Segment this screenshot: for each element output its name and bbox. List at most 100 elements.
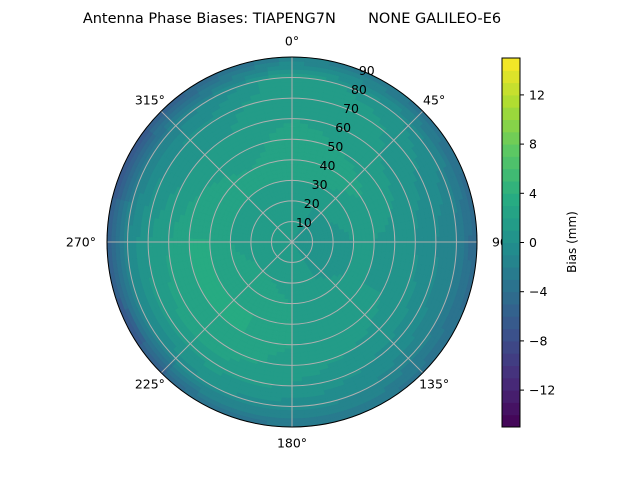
colorbar-level	[502, 304, 520, 317]
heat-cell	[284, 127, 292, 131]
heat-cell	[284, 357, 292, 361]
colorbar-level	[502, 181, 520, 194]
heat-cell	[292, 414, 304, 419]
heat-cell	[292, 143, 299, 147]
heat-cell	[292, 147, 299, 151]
theta-tick-label: 135°	[419, 377, 449, 392]
heat-cell	[357, 244, 361, 249]
heat-cell	[285, 143, 292, 147]
colorbar-level	[502, 132, 520, 145]
heat-cell	[287, 316, 292, 320]
heat-cell	[292, 164, 297, 168]
colorbar-level	[502, 402, 520, 415]
heat-cell	[281, 398, 292, 402]
heat-cell	[287, 172, 292, 176]
heat-cell	[284, 353, 292, 357]
heat-cell	[280, 410, 292, 415]
theta-tick-label: 45°	[423, 92, 445, 107]
heat-cell	[292, 110, 301, 114]
heat-cell	[295, 291, 299, 295]
heat-cell	[292, 418, 305, 423]
heat-cell	[281, 394, 292, 398]
heat-cell	[288, 291, 292, 295]
heat-cell	[234, 244, 238, 248]
heat-cell	[296, 295, 300, 299]
heat-cell	[284, 185, 288, 189]
heat-cell	[292, 123, 300, 127]
heat-cell	[362, 244, 366, 249]
heat-cell	[292, 86, 303, 90]
heat-cell	[292, 106, 301, 110]
heat-cell	[292, 184, 296, 188]
heat-cell	[292, 349, 300, 353]
heat-cell	[292, 69, 304, 74]
heat-cell	[288, 189, 292, 193]
heat-cell	[295, 287, 299, 291]
heat-cell	[292, 90, 303, 94]
heat-cell	[345, 236, 349, 240]
colorbar-level	[502, 292, 520, 305]
heat-cell	[337, 237, 341, 241]
heat-cell	[222, 244, 226, 249]
colorbar-level	[502, 353, 520, 366]
theta-tick-label: 225°	[135, 377, 165, 392]
heat-cell	[218, 244, 222, 249]
heat-cell	[280, 69, 292, 74]
colorbar-tick-label: −4	[529, 284, 547, 299]
heat-cell	[366, 245, 370, 251]
colorbar-tick-label: 8	[529, 137, 537, 152]
colorbar-tick-label: 4	[529, 186, 537, 201]
colorbar-level	[502, 329, 520, 342]
colorbar-level	[502, 316, 520, 329]
heat-cell	[239, 244, 243, 248]
heat-cell	[292, 102, 302, 106]
heat-cell	[292, 287, 295, 291]
colorbar-label: Bias (mm)	[565, 211, 579, 273]
heat-cell	[281, 90, 292, 94]
colorbar-level	[502, 107, 520, 120]
radial-tick-label: 70	[343, 101, 359, 116]
heat-cell	[222, 235, 226, 240]
heat-cell	[292, 357, 300, 361]
heat-cell	[283, 373, 292, 377]
heat-cell	[292, 299, 296, 303]
heat-cell	[292, 336, 299, 340]
heat-cell	[281, 82, 292, 86]
heat-cell	[243, 244, 247, 248]
heat-cell	[214, 245, 218, 251]
theta-tick-label: 270°	[66, 235, 96, 250]
colorbar-level	[502, 206, 520, 219]
heat-cell	[292, 65, 304, 70]
heat-cell	[378, 245, 383, 251]
heat-cell	[292, 377, 302, 381]
heat-cell	[288, 295, 292, 299]
colorbar-level	[502, 267, 520, 280]
colorbar-level	[502, 415, 520, 428]
colorbar-level	[502, 230, 520, 243]
radial-tick-label: 50	[327, 139, 343, 154]
colorbar-level	[502, 341, 520, 354]
heat-cell	[281, 390, 292, 394]
heat-cell	[292, 394, 303, 398]
heat-cell	[287, 312, 292, 316]
heat-cell	[378, 233, 383, 239]
heat-cell	[214, 234, 218, 240]
heat-cell	[292, 295, 296, 299]
heat-cell	[292, 332, 299, 336]
heat-cell	[292, 180, 296, 184]
heat-cell	[284, 349, 292, 353]
theta-tick-label: 0°	[285, 34, 299, 49]
heat-cell	[289, 193, 292, 197]
heat-cell	[366, 234, 370, 240]
heat-cell	[292, 82, 303, 86]
heat-cell	[292, 308, 297, 312]
polar-grid	[107, 57, 477, 427]
heat-cell	[285, 193, 289, 197]
heat-cell	[287, 308, 292, 312]
heat-cell	[292, 61, 305, 66]
heat-cell	[292, 398, 303, 402]
heat-cell	[292, 410, 304, 415]
heat-cell	[282, 102, 292, 106]
colorbar-level	[502, 218, 520, 231]
